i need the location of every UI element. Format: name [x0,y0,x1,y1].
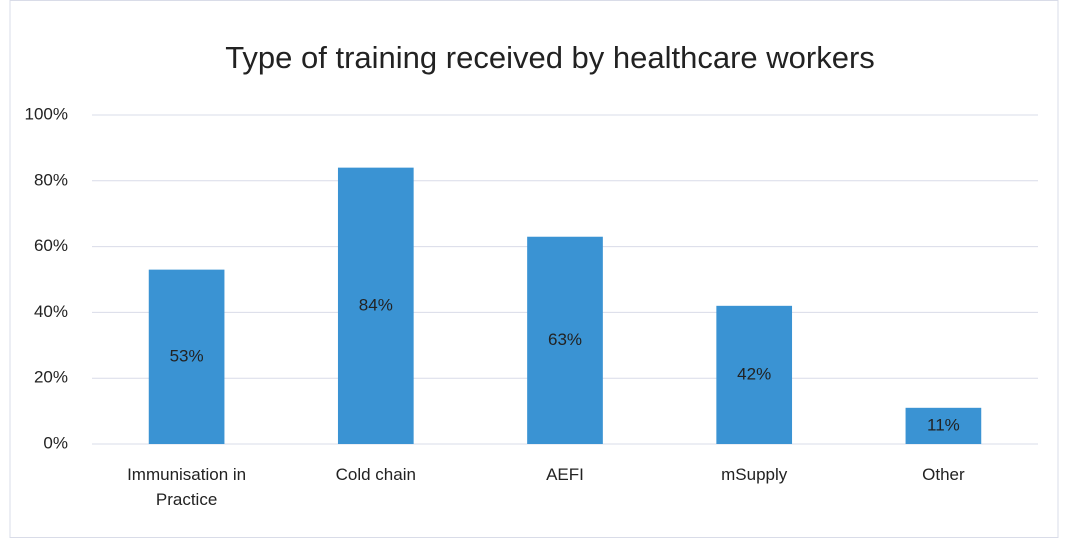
bar [527,236,603,444]
y-tick-label: 40% [34,302,68,321]
bar [337,167,414,444]
x-tick-label: mSupply [721,465,788,484]
bar [148,269,225,444]
data-label: 63% [548,330,582,349]
x-tick-label: AEFI [546,465,584,484]
data-label: 42% [737,364,771,383]
bar [905,407,982,444]
y-tick-label: 60% [34,236,68,255]
y-tick-label: 80% [34,170,68,189]
data-label: 84% [359,295,393,314]
x-tick-label: Other [922,465,965,484]
x-tick-label: Immunisation in Practice [127,465,247,509]
y-tick-label: 0% [43,433,68,452]
bar [716,305,793,444]
y-tick-label: 20% [34,368,68,387]
y-tick-label: 100% [25,104,68,123]
chart-title: Type of training received by healthcare … [225,40,875,75]
data-label: 53% [170,346,204,365]
x-tick-label: Cold chain [335,465,416,484]
data-label: 11% [927,415,960,434]
